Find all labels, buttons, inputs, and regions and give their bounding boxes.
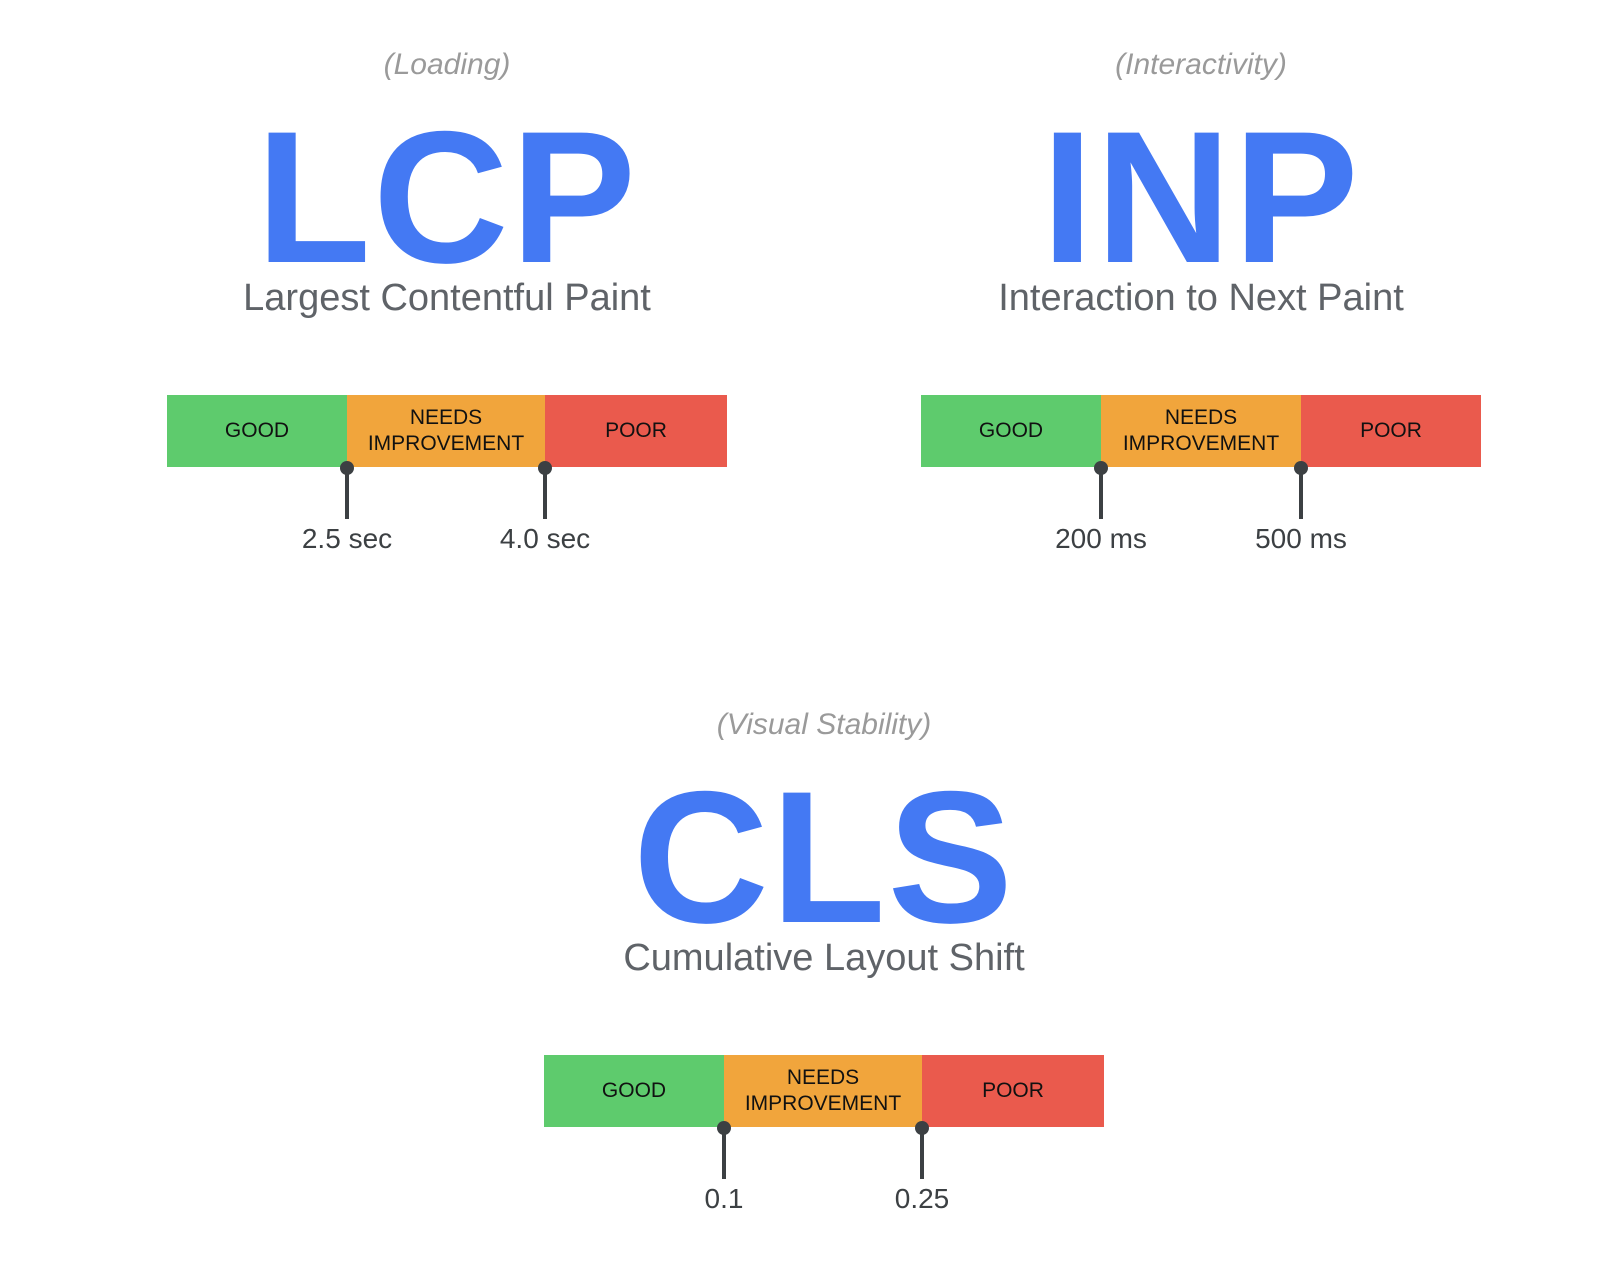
segment-poor: POOR xyxy=(1301,395,1481,467)
segment-label-line: NEEDS xyxy=(786,1066,860,1089)
marker-stem xyxy=(1099,471,1103,519)
segment-label-line: NEEDS xyxy=(409,406,483,429)
segment-poor: POOR xyxy=(922,1055,1104,1127)
metric-acronym: CLS xyxy=(633,752,1015,962)
segment-label-line: IMPROVEMENT xyxy=(1122,432,1280,455)
segment-poor-label: POOR xyxy=(605,419,667,442)
segment-needs-improvement-label: NEEDS IMPROVEMENT xyxy=(745,1065,901,1117)
marker-dot xyxy=(717,1121,731,1135)
segment-label-line: IMPROVEMENT xyxy=(367,432,525,455)
threshold-marker xyxy=(915,1121,929,1181)
metric-full-name: Cumulative Layout Shift xyxy=(623,937,1025,979)
marker-stem xyxy=(920,1131,924,1179)
threshold-label: 4.0 sec xyxy=(499,523,591,554)
segment-needs-improvement: NEEDS IMPROVEMENT xyxy=(347,395,545,467)
threshold-bar: GOOD NEEDS IMPROVEMENT POOR xyxy=(921,395,1481,467)
segment-good: GOOD xyxy=(921,395,1101,467)
segment-label-line: IMPROVEMENT xyxy=(744,1092,902,1115)
threshold-marker xyxy=(538,461,552,521)
segment-good: GOOD xyxy=(167,395,347,467)
threshold-marker xyxy=(717,1121,731,1181)
metric-full-name: Largest Contentful Paint xyxy=(243,277,651,319)
metric-acronym: LCP xyxy=(256,92,638,302)
segment-poor-label: POOR xyxy=(982,1079,1044,1102)
threshold-label: 200 ms xyxy=(1055,523,1147,554)
segment-good: GOOD xyxy=(544,1055,724,1127)
marker-stem xyxy=(543,471,547,519)
threshold-label: 0.25 xyxy=(894,1183,950,1214)
threshold-marker xyxy=(340,461,354,521)
segment-needs-improvement-label: NEEDS IMPROVEMENT xyxy=(1123,405,1279,457)
marker-dot xyxy=(340,461,354,475)
segment-poor-label: POOR xyxy=(1360,419,1422,442)
segment-needs-improvement-label: NEEDS IMPROVEMENT xyxy=(368,405,524,457)
segment-label-line: NEEDS xyxy=(1164,406,1238,429)
threshold-bar: GOOD NEEDS IMPROVEMENT POOR xyxy=(167,395,727,467)
threshold-label: 500 ms xyxy=(1255,523,1347,554)
marker-stem xyxy=(722,1131,726,1179)
threshold-marker xyxy=(1294,461,1308,521)
marker-stem xyxy=(345,471,349,519)
marker-dot xyxy=(1094,461,1108,475)
metric-category: (Loading) xyxy=(383,48,511,81)
marker-dot xyxy=(915,1121,929,1135)
threshold-label: 2.5 sec xyxy=(301,523,393,554)
segment-poor: POOR xyxy=(545,395,727,467)
metric-full-name: Interaction to Next Paint xyxy=(998,277,1404,319)
metric-acronym: INP xyxy=(1041,92,1361,302)
threshold-bar: GOOD NEEDS IMPROVEMENT POOR xyxy=(544,1055,1104,1127)
metric-category: (Interactivity) xyxy=(1115,48,1287,81)
segment-needs-improvement: NEEDS IMPROVEMENT xyxy=(1101,395,1301,467)
segment-good-label: GOOD xyxy=(224,419,290,442)
metric-category: (Visual Stability) xyxy=(716,708,932,741)
marker-dot xyxy=(538,461,552,475)
segment-good-label: GOOD xyxy=(601,1079,667,1102)
marker-dot xyxy=(1294,461,1308,475)
marker-stem xyxy=(1299,471,1303,519)
threshold-marker xyxy=(1094,461,1108,521)
segment-needs-improvement: NEEDS IMPROVEMENT xyxy=(724,1055,922,1127)
threshold-label: 0.1 xyxy=(704,1183,744,1214)
segment-good-label: GOOD xyxy=(978,419,1044,442)
